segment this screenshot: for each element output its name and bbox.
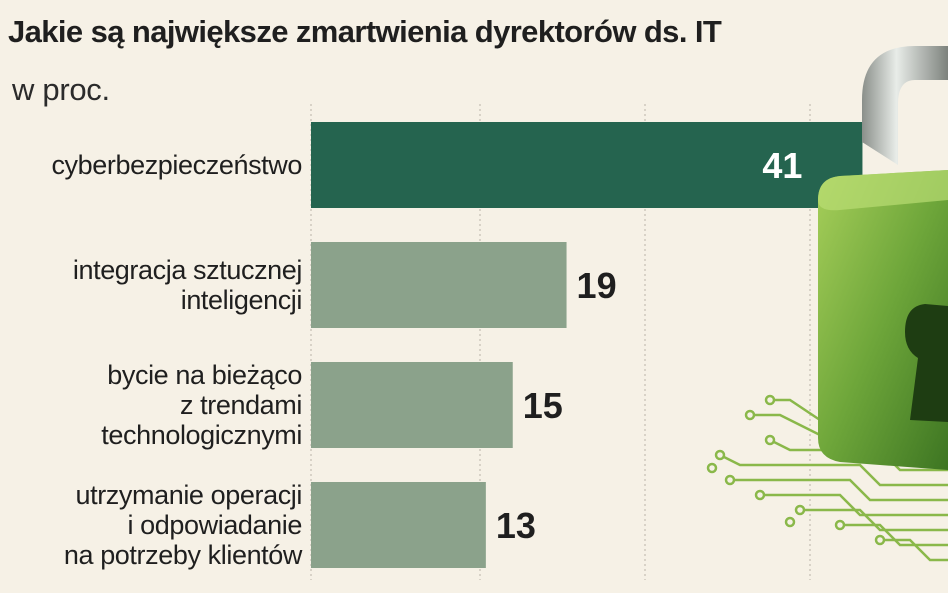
bars: 41 19 15 13 bbox=[311, 122, 863, 568]
category-label-line: bycie na bieżąco bbox=[107, 360, 302, 390]
circuit-node-7 bbox=[874, 534, 886, 546]
chart-title: Jakie są największe zmartwienia dyrektor… bbox=[8, 14, 722, 49]
data-label-3: 15 bbox=[523, 385, 563, 426]
bar-4 bbox=[311, 482, 486, 568]
circuit-trace-7 bbox=[880, 538, 948, 562]
circuit-trace-8 bbox=[770, 398, 821, 422]
circuit-node-3 bbox=[724, 474, 736, 486]
circuit-node-9 bbox=[744, 409, 756, 421]
circuit-node-10 bbox=[706, 462, 718, 474]
circuit-traces bbox=[706, 394, 948, 562]
circuit-trace-9 bbox=[750, 413, 821, 437]
circuit-node-8 bbox=[764, 394, 776, 406]
circuit-node-1 bbox=[764, 434, 776, 446]
circuit-node-6 bbox=[834, 519, 846, 531]
circuit-trace-5 bbox=[800, 508, 948, 532]
bar-1 bbox=[311, 122, 863, 208]
data-label-4: 13 bbox=[496, 505, 536, 546]
padlock-icon bbox=[706, 46, 948, 562]
data-label-2: 19 bbox=[577, 265, 617, 306]
circuit-node-2 bbox=[714, 449, 726, 461]
category-label-2: integracja sztucznej inteligencji bbox=[72, 255, 303, 315]
chart-subtitle: w proc. bbox=[12, 72, 110, 107]
circuit-trace-3 bbox=[730, 478, 948, 502]
category-label-line: i odpowiadanie bbox=[127, 510, 302, 540]
category-label-line: cyberbezpieczeństwo bbox=[51, 150, 302, 180]
category-label-line: utrzymanie operacji bbox=[75, 480, 302, 510]
category-label-3: bycie na bieżąco z trendami technologiczny… bbox=[101, 360, 302, 450]
category-label-line: technologicznymi bbox=[101, 420, 302, 450]
category-label-4: utrzymanie operacji i odpowiadanie na potr… bbox=[63, 480, 303, 570]
circuit-trace-2 bbox=[719, 453, 948, 487]
bar-3 bbox=[311, 362, 513, 448]
data-label-1: 41 bbox=[762, 145, 802, 186]
category-label-line: z trendami bbox=[179, 390, 302, 420]
category-label-1: cyberbezpieczeństwo bbox=[51, 150, 302, 180]
circuit-node-11 bbox=[784, 516, 796, 528]
category-label-line: na potrzeby klientów bbox=[63, 540, 303, 570]
category-label-line: integracja sztucznej bbox=[72, 255, 303, 285]
bar-2 bbox=[311, 242, 567, 328]
circuit-node-5 bbox=[794, 504, 806, 516]
category-label-line: inteligencji bbox=[180, 285, 303, 315]
circuit-trace-4 bbox=[760, 493, 948, 517]
circuit-node-4 bbox=[754, 489, 766, 501]
circuit-trace-6 bbox=[840, 523, 948, 547]
